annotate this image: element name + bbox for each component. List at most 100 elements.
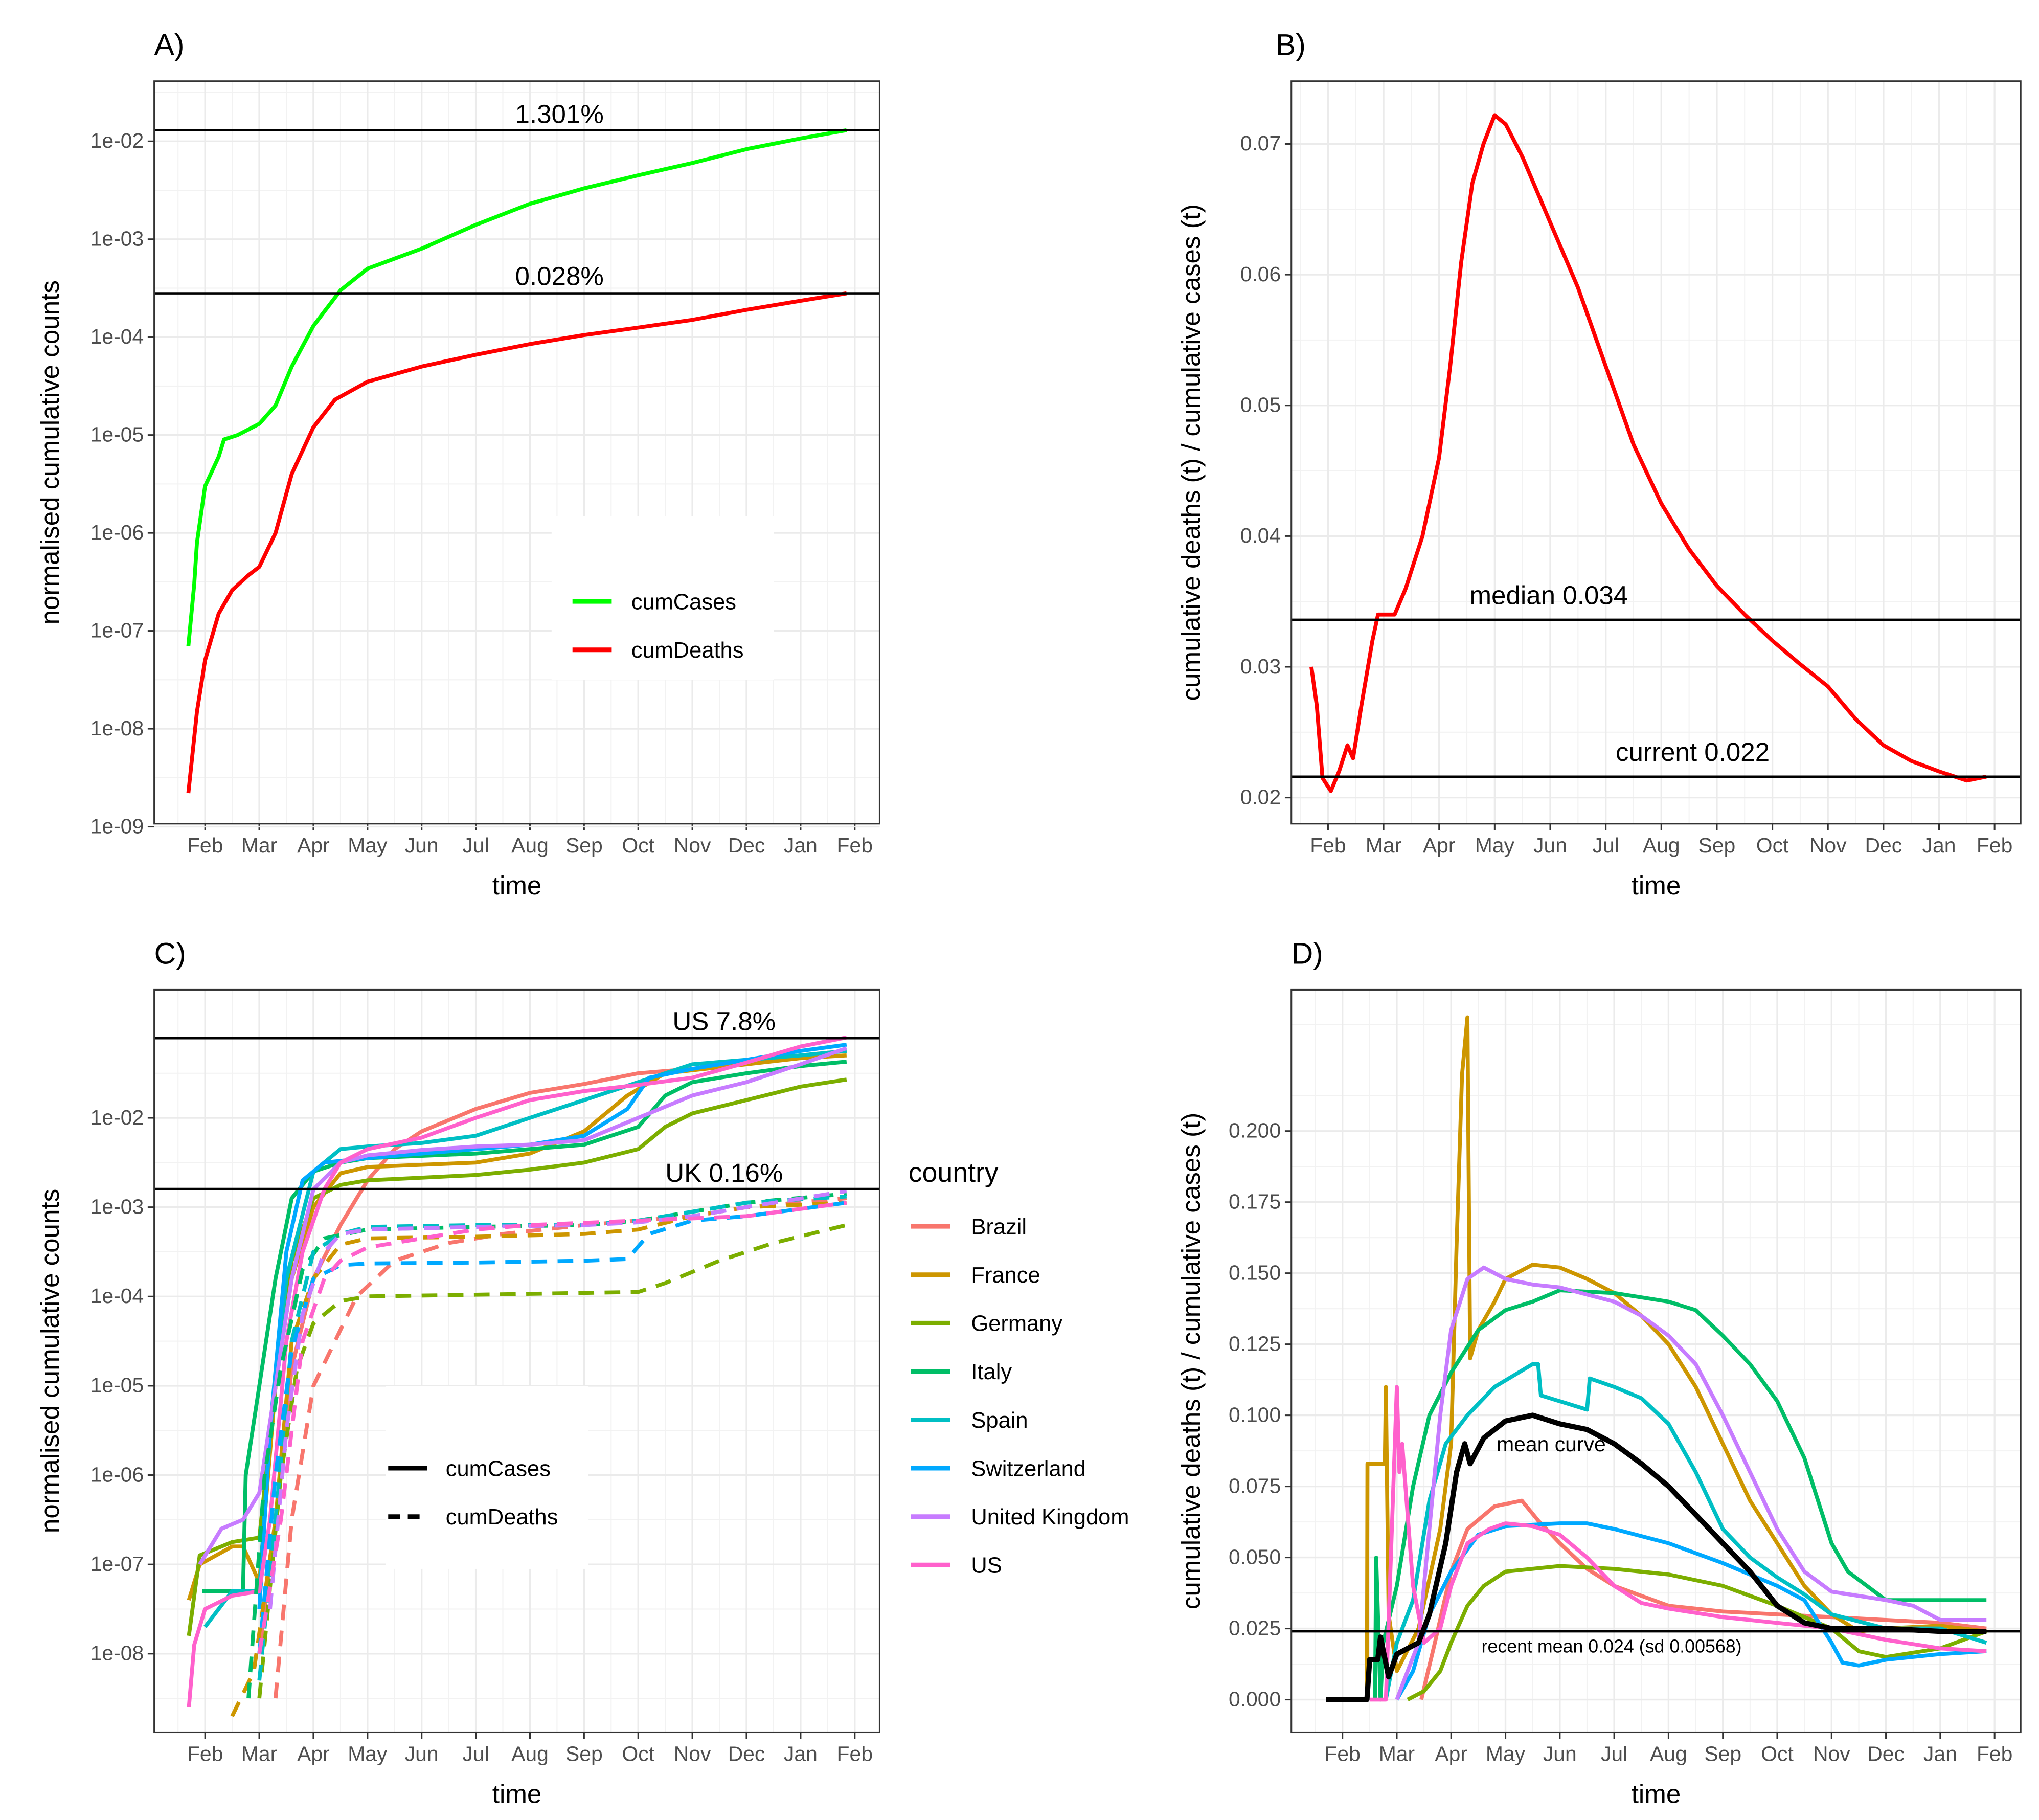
series-line-cumdeaths xyxy=(186,291,847,794)
x-tick-label: Apr xyxy=(297,1742,330,1766)
x-tick-label: May xyxy=(348,834,388,857)
x-tick-label: Nov xyxy=(674,1742,711,1766)
series-group xyxy=(1309,113,1987,793)
legend-label: cumDeaths xyxy=(446,1505,558,1530)
x-tick-label: Jun xyxy=(405,834,439,857)
x-axis-title: time xyxy=(1632,871,1681,900)
reference-line-label: median 0.034 xyxy=(1469,580,1628,610)
y-tick-label: 1e-08 xyxy=(90,1642,144,1665)
legend-label: cumCases xyxy=(446,1456,551,1481)
series-line-united-kingdom-cumcases xyxy=(198,1046,848,1566)
x-tick-label: Feb xyxy=(1324,1742,1360,1766)
x-tick-label: Feb xyxy=(837,834,873,857)
x-tick-label: Feb xyxy=(837,1742,873,1766)
y-tick-label: 1e-04 xyxy=(90,1284,144,1308)
series-line-germany xyxy=(1407,1564,1987,1701)
y-axis-title: cumulative deaths (t) / cumulative cases… xyxy=(1176,204,1206,701)
x-tick-label: Apr xyxy=(297,834,330,857)
y-tick-label: 1e-02 xyxy=(90,129,144,152)
panel-tag: C) xyxy=(154,937,186,970)
legend-label: cumDeaths xyxy=(631,638,744,663)
legend-label: Germany xyxy=(971,1312,1062,1336)
y-tick-label: 1e-06 xyxy=(90,521,144,544)
y-tick-label: 1e-08 xyxy=(90,716,144,740)
legend-panel-a: cumCases cumDeaths xyxy=(551,516,774,680)
x-tick-label: Jan xyxy=(784,1742,818,1766)
reference-line-label: current 0.022 xyxy=(1616,737,1770,767)
x-tick-label: Aug xyxy=(511,1742,549,1766)
legend-country: country Brazil France Germany Italy Spain Swit… xyxy=(909,1157,1129,1578)
x-tick-label: Mar xyxy=(241,834,277,857)
y-tick-label: 1e-09 xyxy=(90,814,144,838)
y-tick-label: 0.050 xyxy=(1229,1545,1281,1568)
series-line-us-cumcases xyxy=(187,1035,847,1707)
reference-line-label: US 7.8% xyxy=(672,1007,776,1036)
x-tick-label: Nov xyxy=(674,834,711,857)
x-tick-label: Jul xyxy=(1601,1742,1627,1766)
y-axis-title: cumulative deaths (t) / cumulative cases… xyxy=(1176,1113,1206,1609)
x-tick-label: Dec xyxy=(728,1742,765,1766)
reference-line-label: 0.028% xyxy=(515,262,603,291)
x-tick-label: Jun xyxy=(1543,1742,1577,1766)
x-tick-label: Nov xyxy=(1809,834,1847,857)
series-line-switzerland xyxy=(1395,1521,1987,1701)
panel-A: Feb Mar Apr May Jun Jul Aug Sep Oct Nov Dec Jan Feb 1… xyxy=(35,29,880,900)
panel-C: Feb Mar Apr May Jun Jul Aug Sep Oct Nov Dec Jan Feb 1… xyxy=(35,937,880,1809)
legend-label: cumCases xyxy=(631,590,736,615)
y-tick-label: 1e-05 xyxy=(90,422,144,446)
reference-line-label: UK 0.16% xyxy=(665,1158,783,1187)
legend-label: Brazil xyxy=(971,1215,1027,1239)
legend-box xyxy=(551,516,774,680)
y-tick-label: 0.07 xyxy=(1240,131,1281,155)
x-tick-label: Apr xyxy=(1435,1742,1467,1766)
x-tick-label: Dec xyxy=(1867,1742,1905,1766)
y-tick-label: 0.04 xyxy=(1240,524,1281,547)
y-tick-label: 0.06 xyxy=(1240,262,1281,286)
x-tick-label: May xyxy=(1486,1742,1526,1766)
y-tick-label: 1e-07 xyxy=(90,1552,144,1576)
x-tick-label: Feb xyxy=(187,834,223,857)
x-tick-label: Feb xyxy=(1310,834,1346,857)
legend-label: Spain xyxy=(971,1408,1028,1433)
x-tick-label: Jan xyxy=(1923,1742,1957,1766)
x-tick-label: Sep xyxy=(565,1742,603,1766)
x-tick-label: May xyxy=(1475,834,1515,857)
series-line-mean-curve xyxy=(1326,1412,1987,1702)
panel-border xyxy=(153,988,880,1734)
x-tick-label: Nov xyxy=(1813,1742,1850,1766)
y-tick-label: 0.175 xyxy=(1229,1189,1281,1213)
plot-area xyxy=(1291,81,2021,824)
y-tick-label: 1e-02 xyxy=(90,1106,144,1129)
x-tick-label: Sep xyxy=(565,834,603,857)
x-tick-label: Jul xyxy=(462,834,489,857)
series-line-us xyxy=(1369,1385,1987,1702)
reference-line-label: recent mean 0.024 (sd 0.00568) xyxy=(1482,1636,1742,1657)
x-tick-label: Aug xyxy=(1650,1742,1687,1766)
x-tick-label: Mar xyxy=(241,1742,277,1766)
plot-area xyxy=(1291,990,2021,1733)
x-tick-label: Oct xyxy=(1756,834,1789,857)
series-line-germany-cumcases xyxy=(187,1077,847,1636)
x-tick-label: Feb xyxy=(1977,834,2012,857)
series-line-italy-cumdeaths xyxy=(246,1192,847,1699)
series-line-united-kingdom xyxy=(1395,1265,1987,1700)
panel-D: Feb Mar Apr May Jun Jul Aug Sep Oct Nov Dec Jan Feb 0… xyxy=(1176,937,2022,1809)
x-axis-title: time xyxy=(492,871,542,900)
plot-area xyxy=(154,81,880,824)
y-tick-label: 1e-04 xyxy=(90,325,144,348)
legend-linetype: cumCases cumDeaths xyxy=(386,1386,588,1569)
legend-title: country xyxy=(909,1157,999,1188)
series-line-brazil-cumdeaths xyxy=(274,1196,847,1699)
x-tick-label: Sep xyxy=(1698,834,1736,857)
x-tick-label: Dec xyxy=(728,834,765,857)
legend-label: France xyxy=(971,1263,1040,1288)
x-tick-label: Jul xyxy=(1593,834,1619,857)
series-group xyxy=(187,1035,848,1717)
panel-B: Feb Mar Apr May Jun Jul Aug Sep Oct Nov Dec Jan Feb 0… xyxy=(1176,29,2022,900)
y-tick-label: 0.03 xyxy=(1240,655,1281,678)
x-tick-label: Jan xyxy=(784,834,818,857)
x-tick-label: Aug xyxy=(511,834,549,857)
x-tick-label: Sep xyxy=(1704,1742,1741,1766)
x-tick-label: Jun xyxy=(1533,834,1567,857)
